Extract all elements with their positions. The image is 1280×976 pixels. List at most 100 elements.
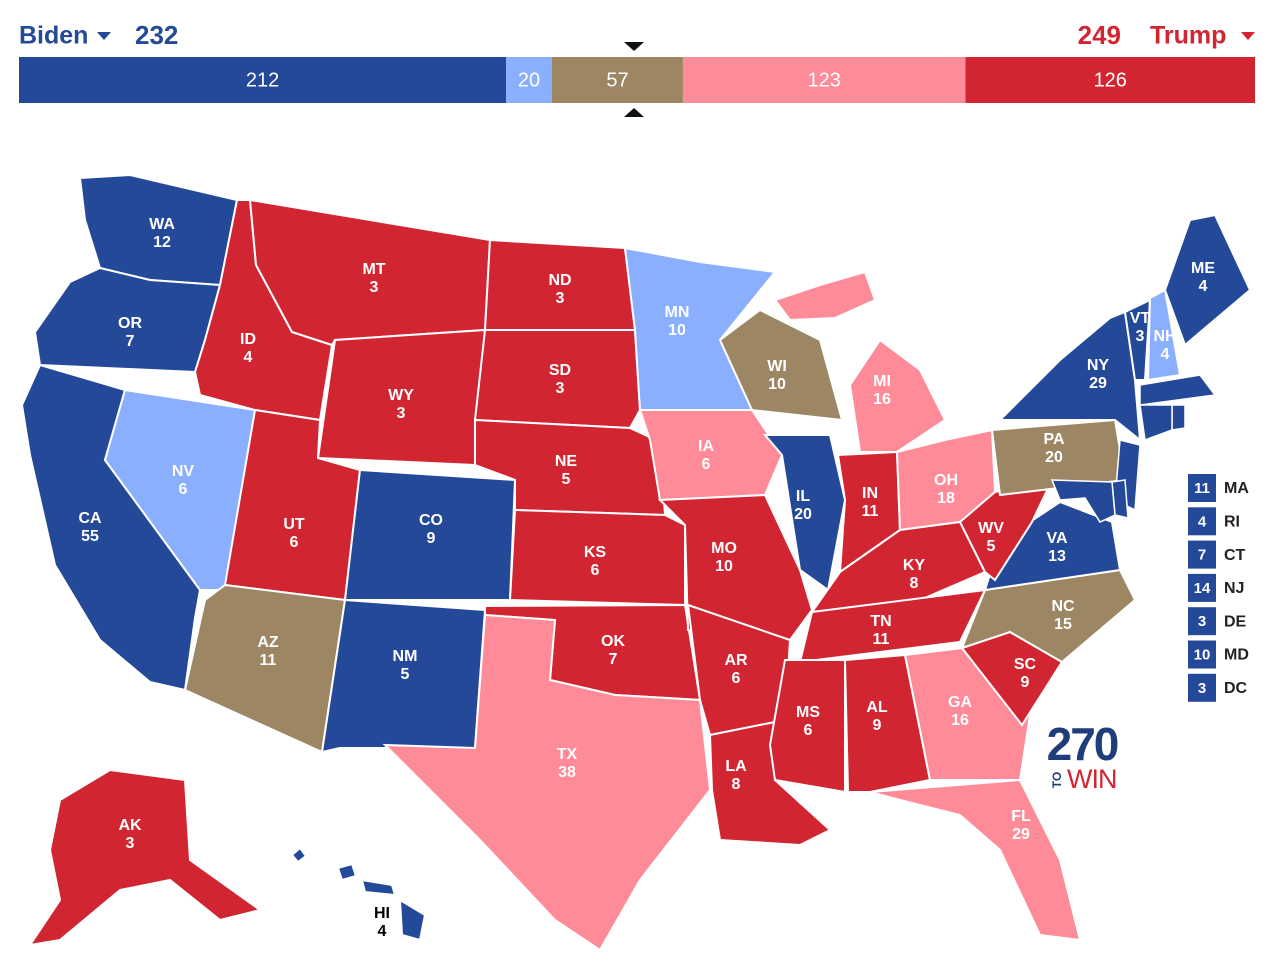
state-abbr: AK	[118, 817, 142, 834]
left-candidate[interactable]: Biden	[19, 22, 88, 50]
state-shape[interactable]	[798, 588, 987, 664]
state-abbr: PA	[1043, 431, 1064, 448]
bar-segment-label: 123	[808, 69, 841, 91]
state-shape[interactable]	[869, 778, 1082, 942]
small-state-abbr: DC	[1224, 680, 1248, 697]
right-total: 249	[1078, 20, 1121, 50]
state-abbr: SD	[549, 362, 571, 379]
state-shape[interactable]	[27, 768, 263, 947]
small-state-votes: 4	[1198, 513, 1207, 530]
small-state-votes: 3	[1198, 613, 1206, 630]
state-shape[interactable]	[903, 646, 1032, 781]
state-votes: 4	[1161, 346, 1170, 363]
state-abbr: TX	[557, 746, 578, 763]
right-candidate[interactable]: Trump	[1150, 22, 1226, 50]
state-shape[interactable]	[1139, 404, 1173, 442]
right-dropdown[interactable]	[1241, 32, 1255, 40]
logo-number: 270	[1047, 718, 1118, 770]
logo-word: WIN	[1067, 764, 1116, 794]
state-votes: 5	[562, 471, 571, 488]
state-abbr: WA	[149, 216, 175, 233]
state-votes: 12	[153, 234, 171, 251]
state-abbr: NM	[393, 648, 418, 665]
logo-small: TO	[1050, 772, 1064, 788]
state-votes: 16	[951, 712, 969, 729]
state-shape[interactable]	[1123, 298, 1152, 381]
small-state-abbr: MA	[1224, 480, 1249, 497]
state-shape[interactable]	[1146, 288, 1182, 382]
state-abbr: IN	[862, 485, 878, 502]
state-votes: 10	[768, 376, 786, 393]
state-votes: 6	[179, 481, 188, 498]
state-shape[interactable]	[360, 878, 397, 897]
state-votes: 5	[401, 666, 410, 683]
small-state-votes: 7	[1198, 547, 1206, 564]
states	[20, 173, 1252, 952]
left-total: 232	[135, 20, 178, 50]
small-state-box[interactable]	[1188, 540, 1216, 569]
state-shape[interactable]	[336, 862, 358, 882]
left-dropdown[interactable]	[97, 32, 111, 40]
state-shape[interactable]	[773, 270, 877, 322]
state-abbr: KY	[903, 557, 926, 574]
state-votes: 11	[873, 631, 890, 648]
state-abbr: MN	[665, 304, 690, 321]
small-state-abbr: MD	[1224, 647, 1249, 664]
state-votes: 7	[609, 651, 618, 668]
small-state-box[interactable]	[1188, 640, 1216, 669]
state-votes: 20	[1045, 449, 1063, 466]
state-shape[interactable]	[508, 508, 686, 607]
vote-bar: 212 20 57 123 126	[19, 57, 1255, 103]
state-shape[interactable]	[1050, 479, 1116, 523]
state-shape[interactable]	[1163, 213, 1252, 347]
state-shape[interactable]	[718, 308, 844, 422]
state-shape[interactable]	[382, 613, 712, 952]
state-abbr: IL	[796, 488, 810, 505]
state-votes: 3	[370, 279, 379, 296]
state-shape[interactable]	[183, 583, 347, 754]
small-state-votes: 14	[1194, 580, 1211, 597]
small-state-abbr: CT	[1224, 547, 1246, 564]
bar-segment-label: 212	[246, 69, 279, 91]
state-votes: 3	[126, 835, 135, 852]
small-state-box[interactable]	[1188, 573, 1216, 602]
bar-segment-label: 57	[606, 69, 628, 91]
state-votes: 7	[126, 333, 135, 350]
state-votes: 9	[1021, 674, 1030, 691]
state-votes: 6	[804, 722, 813, 739]
state-shape[interactable]	[398, 898, 427, 942]
state-shape[interactable]	[768, 659, 846, 794]
state-votes: 18	[937, 490, 955, 507]
state-shape[interactable]	[290, 846, 308, 864]
state-abbr: AL	[866, 699, 888, 716]
small-state-box[interactable]	[1188, 607, 1216, 636]
state-shape[interactable]	[958, 478, 1054, 582]
center-marker-top	[624, 42, 644, 51]
state-votes: 29	[1012, 826, 1030, 843]
state-abbr: OK	[601, 633, 625, 650]
state-votes: 15	[1054, 616, 1072, 633]
small-state-box[interactable]	[1188, 507, 1216, 536]
state-shape[interactable]	[1171, 404, 1186, 431]
state-abbr: IA	[698, 438, 714, 455]
small-state-box[interactable]	[1188, 673, 1216, 702]
state-abbr: SC	[1014, 656, 1037, 673]
small-state-box[interactable]	[1188, 474, 1216, 502]
state-shape[interactable]	[843, 653, 932, 793]
state-abbr: NY	[1087, 357, 1110, 374]
state-abbr: ND	[548, 272, 571, 289]
bar-segment	[19, 57, 507, 103]
state-votes: 20	[794, 506, 812, 523]
state-shape[interactable]	[657, 493, 814, 642]
state-shape[interactable]	[473, 329, 642, 430]
state-shape[interactable]	[997, 310, 1142, 443]
state-abbr: VA	[1046, 530, 1067, 547]
state-shape[interactable]	[848, 338, 947, 453]
state-abbr: ID	[240, 331, 256, 348]
state-votes: 8	[910, 575, 919, 592]
logo: 270 TO WIN	[1047, 718, 1120, 794]
state-shape[interactable]	[1139, 374, 1217, 406]
state-abbr: VT	[1130, 310, 1151, 327]
state-votes: 55	[81, 528, 99, 545]
